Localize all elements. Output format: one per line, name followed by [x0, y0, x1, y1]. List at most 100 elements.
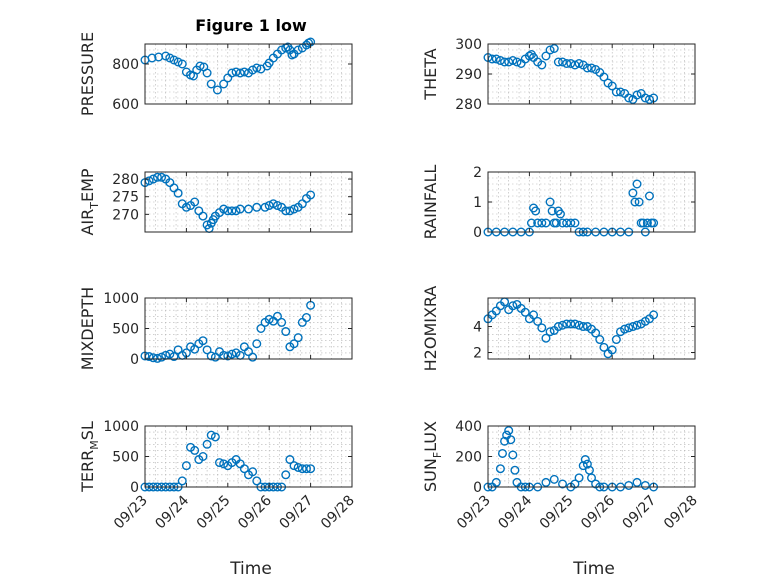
data-point — [202, 439, 212, 449]
y-axis-label: PRESSURE — [78, 32, 97, 116]
data-point — [620, 324, 630, 334]
series-points — [483, 179, 659, 237]
y-tick-label: 275 — [112, 190, 139, 206]
data-point — [570, 218, 580, 228]
data-point — [558, 479, 568, 489]
grid-lines — [487, 426, 696, 487]
data-point — [506, 435, 516, 445]
data-point — [541, 333, 551, 343]
data-point — [281, 206, 291, 216]
data-point — [243, 204, 253, 214]
data-point — [624, 93, 634, 103]
data-point — [147, 53, 157, 63]
data-point — [301, 464, 311, 474]
data-point — [289, 461, 299, 471]
data-point — [541, 51, 551, 61]
data-point — [190, 445, 200, 455]
data-point — [582, 63, 592, 73]
grid-lines — [144, 426, 353, 487]
data-point — [555, 209, 565, 219]
data-point — [541, 477, 551, 487]
data-point — [281, 327, 291, 337]
data-point — [595, 335, 605, 345]
data-point — [281, 470, 291, 480]
data-point — [599, 72, 609, 82]
data-point — [264, 314, 274, 324]
panel-terr_msl: 0 500 1000 09/23 09/24 09/25 09/26 09/27 09/28 TE… — [78, 419, 358, 532]
y-tick-label: 300 — [455, 37, 482, 53]
data-point — [173, 188, 183, 198]
data-point — [252, 202, 262, 212]
data-point — [537, 60, 547, 70]
y-tick-label: 1000 — [103, 291, 139, 307]
data-point — [510, 465, 520, 475]
grid-lines — [144, 44, 353, 104]
y-tick-label: 270 — [112, 207, 139, 223]
data-point — [642, 218, 652, 228]
y-axis-label-subscript: T — [88, 202, 101, 210]
data-point — [202, 345, 212, 355]
data-point — [272, 201, 282, 211]
data-point — [248, 352, 258, 362]
data-point — [285, 206, 295, 216]
data-point — [289, 339, 299, 349]
data-point — [570, 319, 580, 329]
data-point — [169, 183, 179, 193]
y-tick-label: 290 — [455, 67, 482, 83]
data-point — [566, 218, 576, 228]
data-point — [607, 81, 617, 91]
data-point — [533, 316, 543, 326]
data-point — [611, 335, 621, 345]
x-tick-label: 09/27 — [277, 493, 317, 533]
data-point — [219, 459, 229, 469]
y-tick-label: 0 — [130, 352, 139, 368]
y-tick-label: 200 — [455, 450, 482, 466]
panel-pressure: 600 800 PRESSURE — [78, 32, 353, 116]
y-axis-label: AIRTEMP — [78, 168, 101, 235]
data-point — [500, 57, 510, 67]
data-point — [491, 54, 501, 64]
y-axis-label-main: H2OMIXRA — [421, 286, 440, 372]
data-point — [615, 87, 625, 97]
data-point — [227, 349, 237, 359]
y-tick-label: 1000 — [103, 419, 139, 435]
data-point — [578, 322, 588, 332]
data-point — [512, 477, 522, 487]
data-point — [223, 351, 233, 361]
data-point — [644, 94, 654, 104]
data-point — [491, 477, 501, 487]
data-point — [210, 432, 220, 442]
data-point — [558, 320, 568, 330]
data-point — [624, 323, 634, 333]
y-axis-label-rest: LUX — [421, 421, 440, 452]
y-tick-label: 0 — [130, 480, 139, 496]
data-point — [574, 59, 584, 69]
y-axis-label: SUNFLUX — [421, 421, 444, 492]
data-point — [497, 448, 507, 458]
data-point — [632, 477, 642, 487]
data-point — [549, 44, 559, 54]
data-point — [301, 313, 311, 323]
data-point — [545, 327, 555, 337]
data-point — [256, 324, 266, 334]
data-point — [289, 204, 299, 214]
data-point — [148, 353, 158, 363]
y-axis-label-main: TERR — [78, 450, 97, 493]
data-point — [239, 67, 249, 77]
data-point — [161, 51, 171, 61]
y-axis-label: THETA — [421, 48, 440, 100]
data-point — [152, 353, 162, 363]
axes-box — [487, 297, 696, 360]
data-point — [219, 204, 229, 214]
data-point — [531, 206, 541, 216]
x-axis-label-right: Time — [572, 559, 615, 579]
series-points — [140, 172, 316, 233]
data-point — [252, 63, 262, 73]
data-point — [202, 68, 212, 78]
data-point — [574, 320, 584, 330]
data-point — [547, 206, 557, 216]
data-point — [553, 57, 563, 67]
data-point — [640, 480, 650, 490]
